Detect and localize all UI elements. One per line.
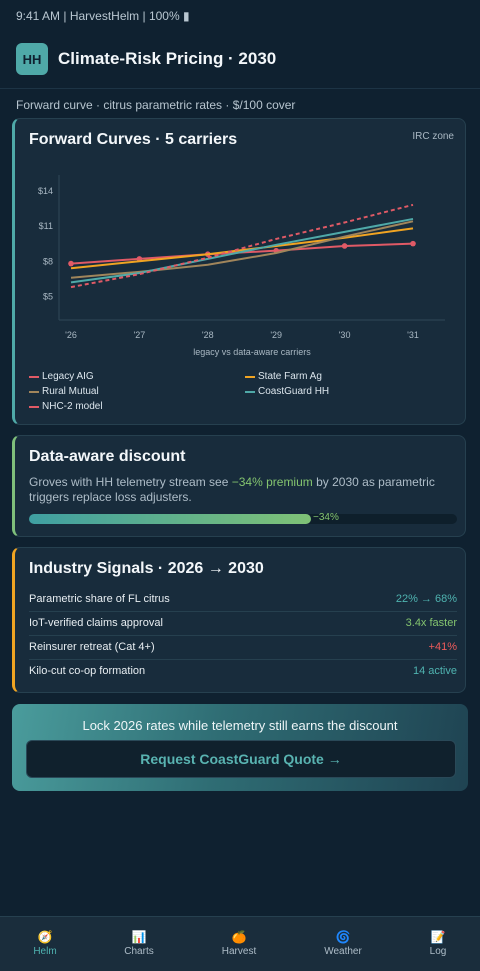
y-tick-label: $14	[38, 186, 53, 196]
legend-label: Rural Mutual	[42, 386, 99, 397]
discount-card: Data-aware discount Groves with HH telem…	[12, 435, 466, 537]
data-point	[68, 260, 74, 267]
page-title: Climate-Risk Pricing · 2030	[58, 49, 277, 68]
cta-text: Lock 2026 rates while telemetry still ea…	[82, 718, 398, 733]
tab-weather[interactable]: 🌀 Weather	[295, 917, 391, 971]
tab-label: Charts	[124, 946, 154, 957]
data-point	[341, 243, 348, 249]
x-tick-label: '26	[65, 330, 77, 340]
y-tick-label: $5	[43, 292, 53, 302]
signal-label: IoT-verified claims approval	[29, 617, 163, 629]
signal-row: Kilo-cut co-op formation 14 active	[29, 659, 457, 683]
compass-icon: 🧭	[37, 930, 53, 944]
forward-curves-chart: $14 $11 $8 $5 '26 '27 '28 '29 '30 '31 legacy vs da…	[38, 175, 445, 357]
discount-title: Data-aware discount	[29, 448, 186, 465]
legend-label: NHC-2 model	[42, 401, 103, 412]
signal-value: 3.4x faster	[405, 617, 457, 629]
discount-progress-track	[29, 514, 457, 524]
signal-label: Reinsurer retreat (Cat 4+)	[29, 641, 155, 653]
forward-curves-title: Forward Curves · 5 carriers	[29, 131, 238, 148]
tab-label: Weather	[324, 946, 362, 957]
orange-icon: 🍊	[231, 930, 247, 944]
page-subtitle: Forward curve · citrus parametric rates …	[16, 98, 296, 112]
signal-label: Parametric share of FL citrus	[29, 593, 170, 605]
request-quote-button[interactable]: Request CoastGuard Quote →	[26, 740, 456, 778]
legend-swatch	[29, 390, 39, 393]
tab-helm[interactable]: 🧭 Helm	[0, 917, 93, 971]
legend-swatch	[245, 375, 255, 378]
series-line-coastguard-hh	[70, 217, 414, 284]
tab-charts[interactable]: 📊 Charts	[91, 917, 187, 971]
legend-item-rural-mutual: Rural Mutual	[29, 386, 99, 397]
series-line-rural-mutual	[70, 220, 414, 279]
series-line-legacy-aig	[70, 242, 414, 265]
series-line-nhc-2-model	[70, 203, 414, 289]
signal-value: 22% → 68%	[395, 593, 457, 605]
legend-swatch	[29, 405, 39, 408]
signal-row: IoT-verified claims approval 3.4x faster	[29, 611, 457, 636]
tab-harvest[interactable]: 🍊 Harvest	[191, 917, 287, 971]
status-bar: 9:41 AM | HarvestHelm | 100% ▮	[16, 9, 190, 23]
tab-label: Log	[429, 946, 447, 957]
discount-highlight: −34% premium	[231, 475, 313, 489]
cta-card: Lock 2026 rates while telemetry still ea…	[12, 704, 468, 791]
x-tick-label: '27	[134, 330, 146, 340]
signal-row: Parametric share of FL citrus 22% → 68%	[29, 587, 457, 612]
legend-item-coastguard-hh: CoastGuard HH	[245, 386, 329, 397]
x-tick-label: '28	[202, 330, 214, 340]
legend-label: CoastGuard HH	[258, 386, 330, 397]
zone-label: IRC zone	[412, 131, 454, 142]
tab-label: Helm	[33, 946, 57, 957]
x-tick-label: '31	[407, 330, 419, 340]
y-tick-label: $8	[43, 256, 53, 266]
cyclone-icon: 🌀	[335, 930, 351, 944]
data-point	[410, 240, 416, 247]
legend-label: Legacy AIG	[42, 371, 94, 382]
app-header: HH Climate-Risk Pricing · 2030	[0, 34, 480, 89]
legend-item-state-farm-ag: State Farm Ag	[245, 371, 322, 382]
legend-label: State Farm Ag	[258, 371, 322, 382]
app-logo: HH	[16, 43, 48, 75]
x-tick-label: '30	[339, 330, 351, 340]
tab-bar: 🧭 Helm 📊 Charts 🍊 Harvest 🌀 Weather 📝 Lo…	[0, 916, 480, 971]
legend-item-nhc-2-model: NHC-2 model	[29, 401, 103, 412]
legend-swatch	[29, 375, 39, 378]
discount-progress-label: −34%	[313, 512, 339, 523]
signal-label: Kilo-cut co-op formation	[29, 665, 146, 677]
discount-description: Groves with HH telemetry stream see −34%…	[29, 475, 449, 505]
series-line-state-farm-ag	[70, 227, 414, 270]
discount-text-before: Groves with HH telemetry stream see	[29, 475, 232, 489]
tab-label: Harvest	[221, 946, 257, 957]
bar-chart-icon: 📊	[131, 930, 147, 944]
industry-signals-card: Industry Signals · 2026 → 2030 Parametri…	[12, 547, 466, 693]
y-tick-label: $11	[39, 221, 53, 231]
legend-item-legacy-aig: Legacy AIG	[29, 371, 94, 382]
signal-value: +41%	[428, 641, 457, 653]
legend-swatch	[245, 390, 255, 393]
memo-icon: 📝	[430, 930, 446, 944]
forward-curves-card: Forward Curves · 5 carriers IRC zone $14…	[12, 118, 466, 425]
signal-value: 14 active	[412, 665, 457, 677]
x-tick-label: '29	[270, 330, 282, 340]
discount-text-after: by 2030 as parametric triggers replace l…	[29, 475, 435, 504]
x-axis-label: legacy vs data-aware carriers	[193, 347, 311, 357]
tab-log[interactable]: 📝 Log	[390, 917, 480, 971]
signals-title: Industry Signals · 2026 → 2030	[29, 560, 264, 577]
discount-progress-fill	[29, 514, 311, 524]
signal-row: Reinsurer retreat (Cat 4+) +41%	[29, 635, 457, 660]
